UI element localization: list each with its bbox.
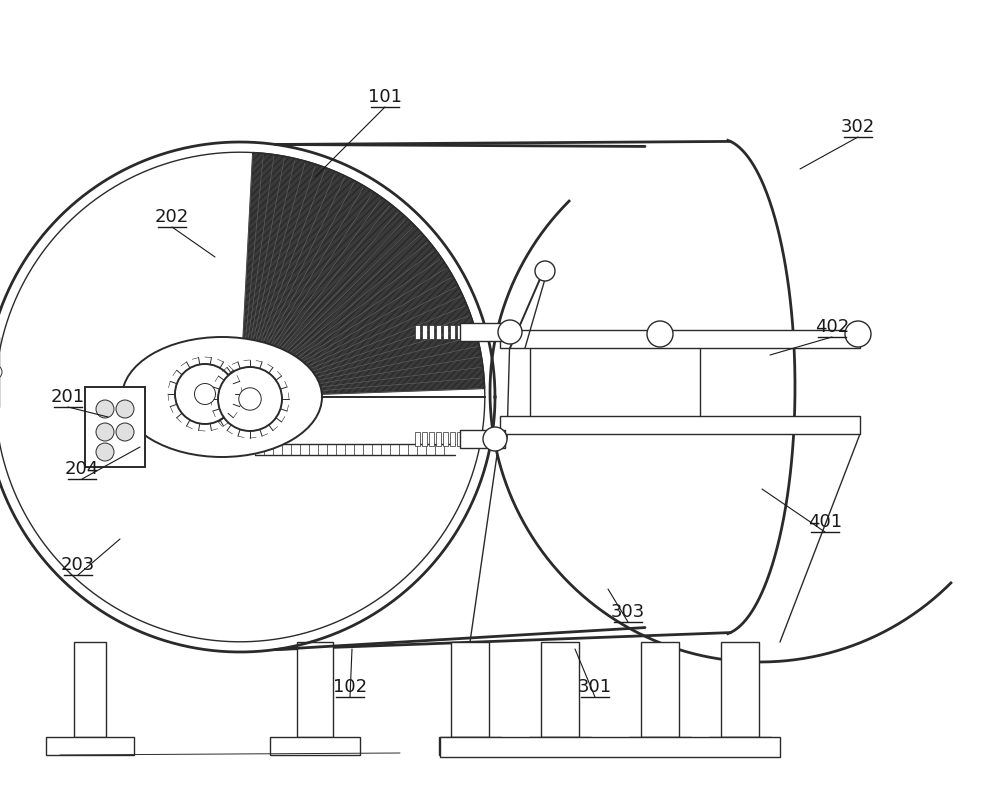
Text: 102: 102: [333, 678, 367, 696]
Bar: [500, 416, 860, 434]
Text: 201: 201: [51, 388, 85, 406]
Bar: [270, 737, 360, 755]
Text: 402: 402: [815, 318, 849, 336]
Bar: [500, 330, 860, 348]
Circle shape: [96, 443, 114, 461]
Text: 203: 203: [61, 556, 95, 574]
Circle shape: [116, 423, 134, 441]
Circle shape: [116, 400, 134, 418]
Bar: [460, 430, 505, 448]
Text: 303: 303: [611, 603, 645, 621]
Circle shape: [647, 321, 673, 347]
Polygon shape: [240, 153, 485, 397]
Circle shape: [96, 423, 114, 441]
Bar: [443, 432, 448, 446]
Bar: [440, 737, 780, 757]
Bar: [436, 432, 441, 446]
Bar: [450, 432, 455, 446]
Bar: [641, 642, 679, 737]
Bar: [450, 325, 455, 339]
Circle shape: [96, 400, 114, 418]
Circle shape: [845, 321, 871, 347]
Bar: [422, 432, 427, 446]
Circle shape: [195, 383, 216, 405]
Circle shape: [535, 261, 555, 281]
Bar: [529, 737, 591, 755]
Circle shape: [218, 367, 282, 431]
Bar: [436, 325, 441, 339]
Bar: [709, 737, 771, 755]
Text: 202: 202: [155, 208, 189, 226]
Text: 302: 302: [841, 118, 875, 136]
Bar: [415, 432, 420, 446]
Bar: [46, 737, 134, 755]
Bar: [85, 387, 145, 467]
Bar: [541, 642, 579, 737]
Circle shape: [0, 365, 2, 379]
Bar: [460, 323, 505, 341]
Text: 301: 301: [578, 678, 612, 696]
Bar: [443, 325, 448, 339]
Text: 204: 204: [65, 460, 99, 478]
Bar: [439, 737, 501, 755]
Bar: [297, 642, 333, 737]
Text: 101: 101: [368, 88, 402, 106]
Bar: [629, 737, 691, 755]
Bar: [721, 642, 759, 737]
Bar: [457, 432, 462, 446]
Ellipse shape: [122, 337, 322, 457]
Bar: [429, 432, 434, 446]
Bar: [429, 325, 434, 339]
Circle shape: [175, 364, 235, 424]
Bar: [422, 325, 427, 339]
Bar: [457, 325, 462, 339]
Circle shape: [483, 427, 507, 451]
Text: 401: 401: [808, 513, 842, 531]
Bar: [451, 642, 489, 737]
Bar: [74, 642, 106, 737]
Circle shape: [239, 388, 261, 410]
Circle shape: [498, 320, 522, 344]
Bar: [415, 325, 420, 339]
